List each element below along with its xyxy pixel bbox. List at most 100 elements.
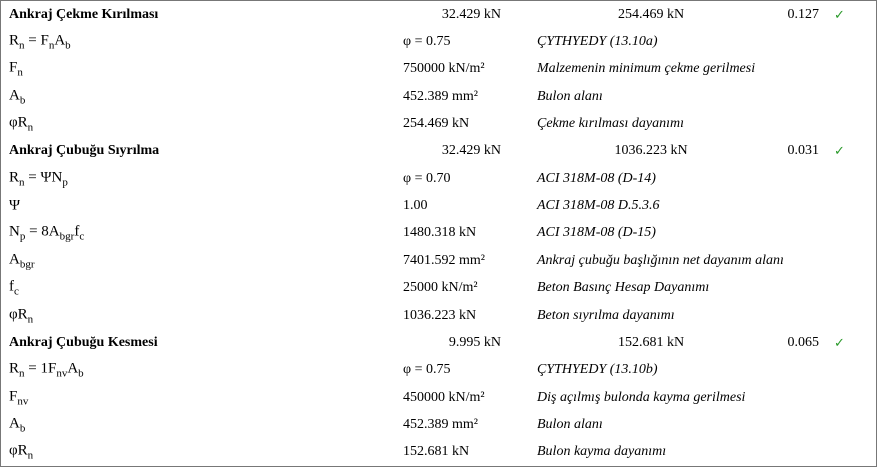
value: 450000 kN/m² xyxy=(403,389,485,405)
calc-row: Fn 750000 kN/m² Malzemenin minimum çekme g… xyxy=(1,56,876,83)
symbol-text: f xyxy=(9,278,14,295)
ratio: 0.127 xyxy=(787,6,820,22)
subscript: bgr xyxy=(59,230,75,243)
value: 254.469 kN xyxy=(403,116,470,132)
demand: 32.429 kN xyxy=(441,143,501,159)
description: ÇYTHYEDY (13.10a) xyxy=(537,34,658,50)
symbol-text: F xyxy=(9,59,18,76)
calc-row: Abgr 7401.592 mm² Ankraj çubuğu başlığının… xyxy=(1,247,876,274)
symbol: φRn xyxy=(9,443,33,462)
subscript: c xyxy=(14,285,19,298)
description: Beton sıyrılma dayanımı xyxy=(537,307,675,323)
value: 452.389 mm² xyxy=(403,88,478,104)
section-header: Ankraj Çubuğu Kesmesi 9.995 kN 152.681 kN 0… xyxy=(1,329,876,356)
symbol-text: A xyxy=(9,251,20,268)
symbol: Ab xyxy=(9,415,25,434)
value: φ = 0.75 xyxy=(403,362,451,378)
symbol-text: A xyxy=(54,32,66,49)
symbol-text: R xyxy=(9,169,20,186)
description: Beton Basınç Hesap Dayanımı xyxy=(537,280,710,296)
check-mark: ✓ xyxy=(834,143,845,159)
symbol: Ab xyxy=(9,87,25,106)
symbol: Ψ xyxy=(9,198,20,215)
description: Diş açılmış bulonda kayma gerilmesi xyxy=(537,389,746,405)
symbol-text: φR xyxy=(9,442,28,459)
calc-row: Ab 452.389 mm² Bulon alanı xyxy=(1,411,876,438)
subscript: n xyxy=(27,313,34,326)
symbol-text: = F xyxy=(24,32,49,49)
calc-row: Ψ 1.00 ACI 318M-08 D.5.3.6 xyxy=(1,192,876,219)
capacity: 254.469 kN xyxy=(617,6,685,22)
section-title: Ankraj Çubuğu Sıyrılma xyxy=(9,143,160,159)
check-mark: ✓ xyxy=(834,6,845,22)
symbol: Fnv xyxy=(9,388,28,407)
subscript: n xyxy=(27,449,34,462)
subscript: b xyxy=(78,367,84,380)
calc-row: Ab 452.389 mm² Bulon alanı xyxy=(1,83,876,110)
ratio: 0.031 xyxy=(787,143,820,159)
description: Malzemenin minimum çekme gerilmesi xyxy=(537,61,756,77)
description: ACI 318M-08 (D-15) xyxy=(537,225,656,241)
subscript: n xyxy=(17,66,23,79)
calc-row: fc 25000 kN/m² Beton Basınç Hesap Dayanımı xyxy=(1,275,876,302)
subscript: p xyxy=(62,176,68,189)
demand: 9.995 kN xyxy=(448,334,501,350)
subscript: nv xyxy=(17,395,29,408)
value: 1.00 xyxy=(403,198,428,214)
symbol-text: = 1F xyxy=(24,360,57,377)
symbol-text: A xyxy=(9,87,20,104)
calc-row: Np = 8Abgrfc 1480.318 kN ACI 318M-08 (D-15… xyxy=(1,220,876,247)
section-title: Ankraj Çekme Kırılması xyxy=(9,6,159,22)
value: 152.681 kN xyxy=(403,444,470,460)
subscript: n xyxy=(48,39,55,52)
subscript: p xyxy=(19,230,26,243)
subscript: b xyxy=(19,422,26,435)
description: ACI 318M-08 (D-14) xyxy=(537,170,656,186)
symbol: Abgr xyxy=(9,251,35,270)
value: 7401.592 mm² xyxy=(403,252,485,268)
calc-row: Rn = ΨNp φ = 0.70 ACI 318M-08 (D-14) xyxy=(1,165,876,192)
symbol-text: = ΨN xyxy=(24,169,63,186)
symbol-text: R xyxy=(9,32,20,49)
value: 452.389 mm² xyxy=(403,416,478,432)
value: 25000 kN/m² xyxy=(403,280,478,296)
value: φ = 0.70 xyxy=(403,170,451,186)
section-header: Ankraj Çubuğu Sıyrılma 32.429 kN 1036.223 … xyxy=(1,138,876,165)
symbol-text: F xyxy=(9,388,18,405)
description: Bulon alanı xyxy=(537,88,603,104)
symbol-text: R xyxy=(9,360,20,377)
calc-row: Rn = 1FnvAb φ = 0.75 ÇYTHYEDY (13.10b) xyxy=(1,357,876,384)
subscript: b xyxy=(65,39,71,52)
symbol: Rn = 1FnvAb xyxy=(9,361,84,380)
symbol: Np = 8Abgrfc xyxy=(9,224,84,243)
description: Bulon kayma dayanımı xyxy=(537,444,667,460)
symbol-text: Ψ xyxy=(9,197,21,214)
value: φ = 0.75 xyxy=(403,34,451,50)
capacity: 152.681 kN xyxy=(617,334,685,350)
subscript: n xyxy=(19,367,25,380)
section-header: Ankraj Çekme Kırılması 32.429 kN 254.469 k… xyxy=(1,1,876,28)
subscript: c xyxy=(79,230,85,243)
capacity: 1036.223 kN xyxy=(614,143,688,159)
demand: 32.429 kN xyxy=(441,6,501,22)
value: 750000 kN/m² xyxy=(403,61,485,77)
subscript: b xyxy=(19,94,26,107)
subscript: n xyxy=(19,176,25,189)
calc-row: φRn 152.681 kN Bulon kayma dayanımı xyxy=(1,439,876,466)
symbol-text: φR xyxy=(9,114,28,131)
description: Ankraj çubuğu başlığının net dayanım ala… xyxy=(537,252,784,268)
symbol: Fn xyxy=(9,60,23,79)
subscript: nv xyxy=(56,367,68,380)
calc-row: φRn 254.469 kN Çekme kırılması dayanımı xyxy=(1,110,876,137)
calc-row: Rn = FnAb φ = 0.75 ÇYTHYEDY (13.10a) xyxy=(1,28,876,55)
value: 1036.223 kN xyxy=(403,307,477,323)
check-mark: ✓ xyxy=(834,334,845,350)
subscript: bgr xyxy=(19,258,35,271)
ratio: 0.065 xyxy=(787,334,820,350)
subscript: n xyxy=(19,39,25,52)
symbol-text: A xyxy=(9,415,20,432)
symbol-text: f xyxy=(74,223,80,240)
calc-row: Fnv 450000 kN/m² Diş açılmış bulonda kayma… xyxy=(1,384,876,411)
symbol: φRn xyxy=(9,115,33,134)
